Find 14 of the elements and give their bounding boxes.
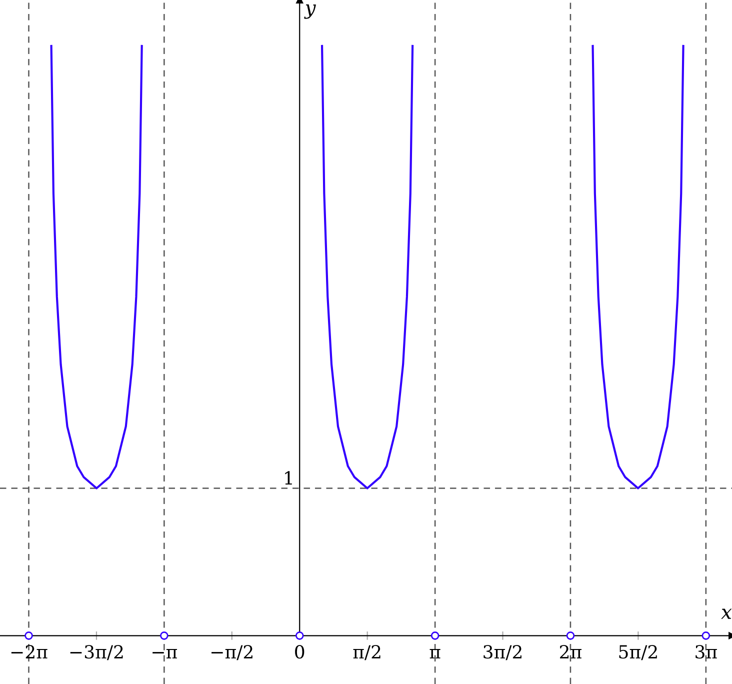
y-axis-title: y (304, 4, 316, 19)
x-tick-label: −2π (11, 644, 48, 658)
x-tick-label: 3π/2 (484, 644, 522, 660)
x-tick-label: π/2 (353, 644, 380, 660)
x-tick-label: 2π (560, 644, 582, 658)
x-tick-label: −3π/2 (70, 644, 123, 660)
x-tick-label: −π (152, 649, 178, 658)
x-tick-label: 0 (295, 644, 304, 659)
x-tick-label: π (430, 649, 440, 658)
x-axis-title: x (721, 608, 732, 619)
x-tick-label: 5π/2 (619, 644, 657, 660)
x-tick-label: −π/2 (212, 644, 252, 660)
annotation: 1 (285, 471, 292, 484)
x-tick-label: 3π (696, 644, 717, 659)
